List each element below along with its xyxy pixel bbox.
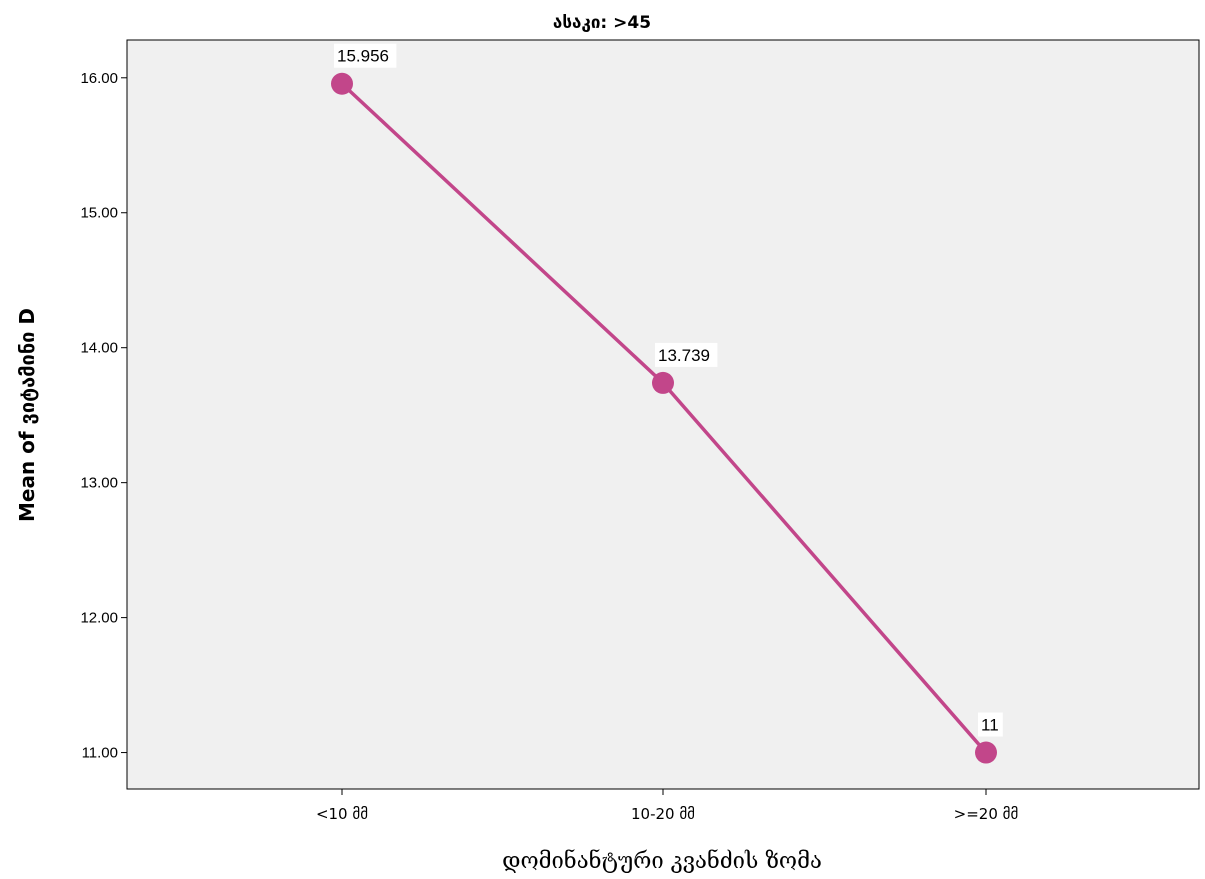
data-label-box [334,43,397,68]
y-axis-label: Mean of ვიტამინი D [15,308,39,522]
y-tick-label: 13.00 [80,475,118,492]
data-point [331,72,353,95]
plot-area [126,39,1200,790]
y-tick-label: 14.00 [80,340,118,357]
y-tick-label: 16.00 [80,70,118,87]
x-axis-label: დომინანტური კვანძის ზომა [502,848,822,874]
y-axis: 11.00 12.00 13.00 14.00 15.00 16.00 [80,70,127,762]
data-label: 11 [981,716,999,735]
x-tick-label: 10-20 მმ [631,805,695,823]
data-label-box [978,712,1003,737]
chart-title: ასაკი: >45 [553,13,651,33]
x-tick-label: >=20 მმ [954,805,1019,823]
y-tick-label: 12.00 [80,610,118,627]
x-tick-label: <10 მმ [316,805,368,823]
data-label: 13.739 [658,346,710,365]
data-label-box [655,342,718,367]
data-point [975,741,997,764]
series-layer: 15.956 13.739 11 [331,43,1003,764]
data-label: 15.956 [337,47,389,66]
y-tick-label: 11.00 [82,745,118,762]
data-point [652,371,674,394]
x-axis: <10 მმ 10-20 მმ >=20 მმ [316,789,1018,823]
y-tick-label: 15.00 [80,205,118,222]
